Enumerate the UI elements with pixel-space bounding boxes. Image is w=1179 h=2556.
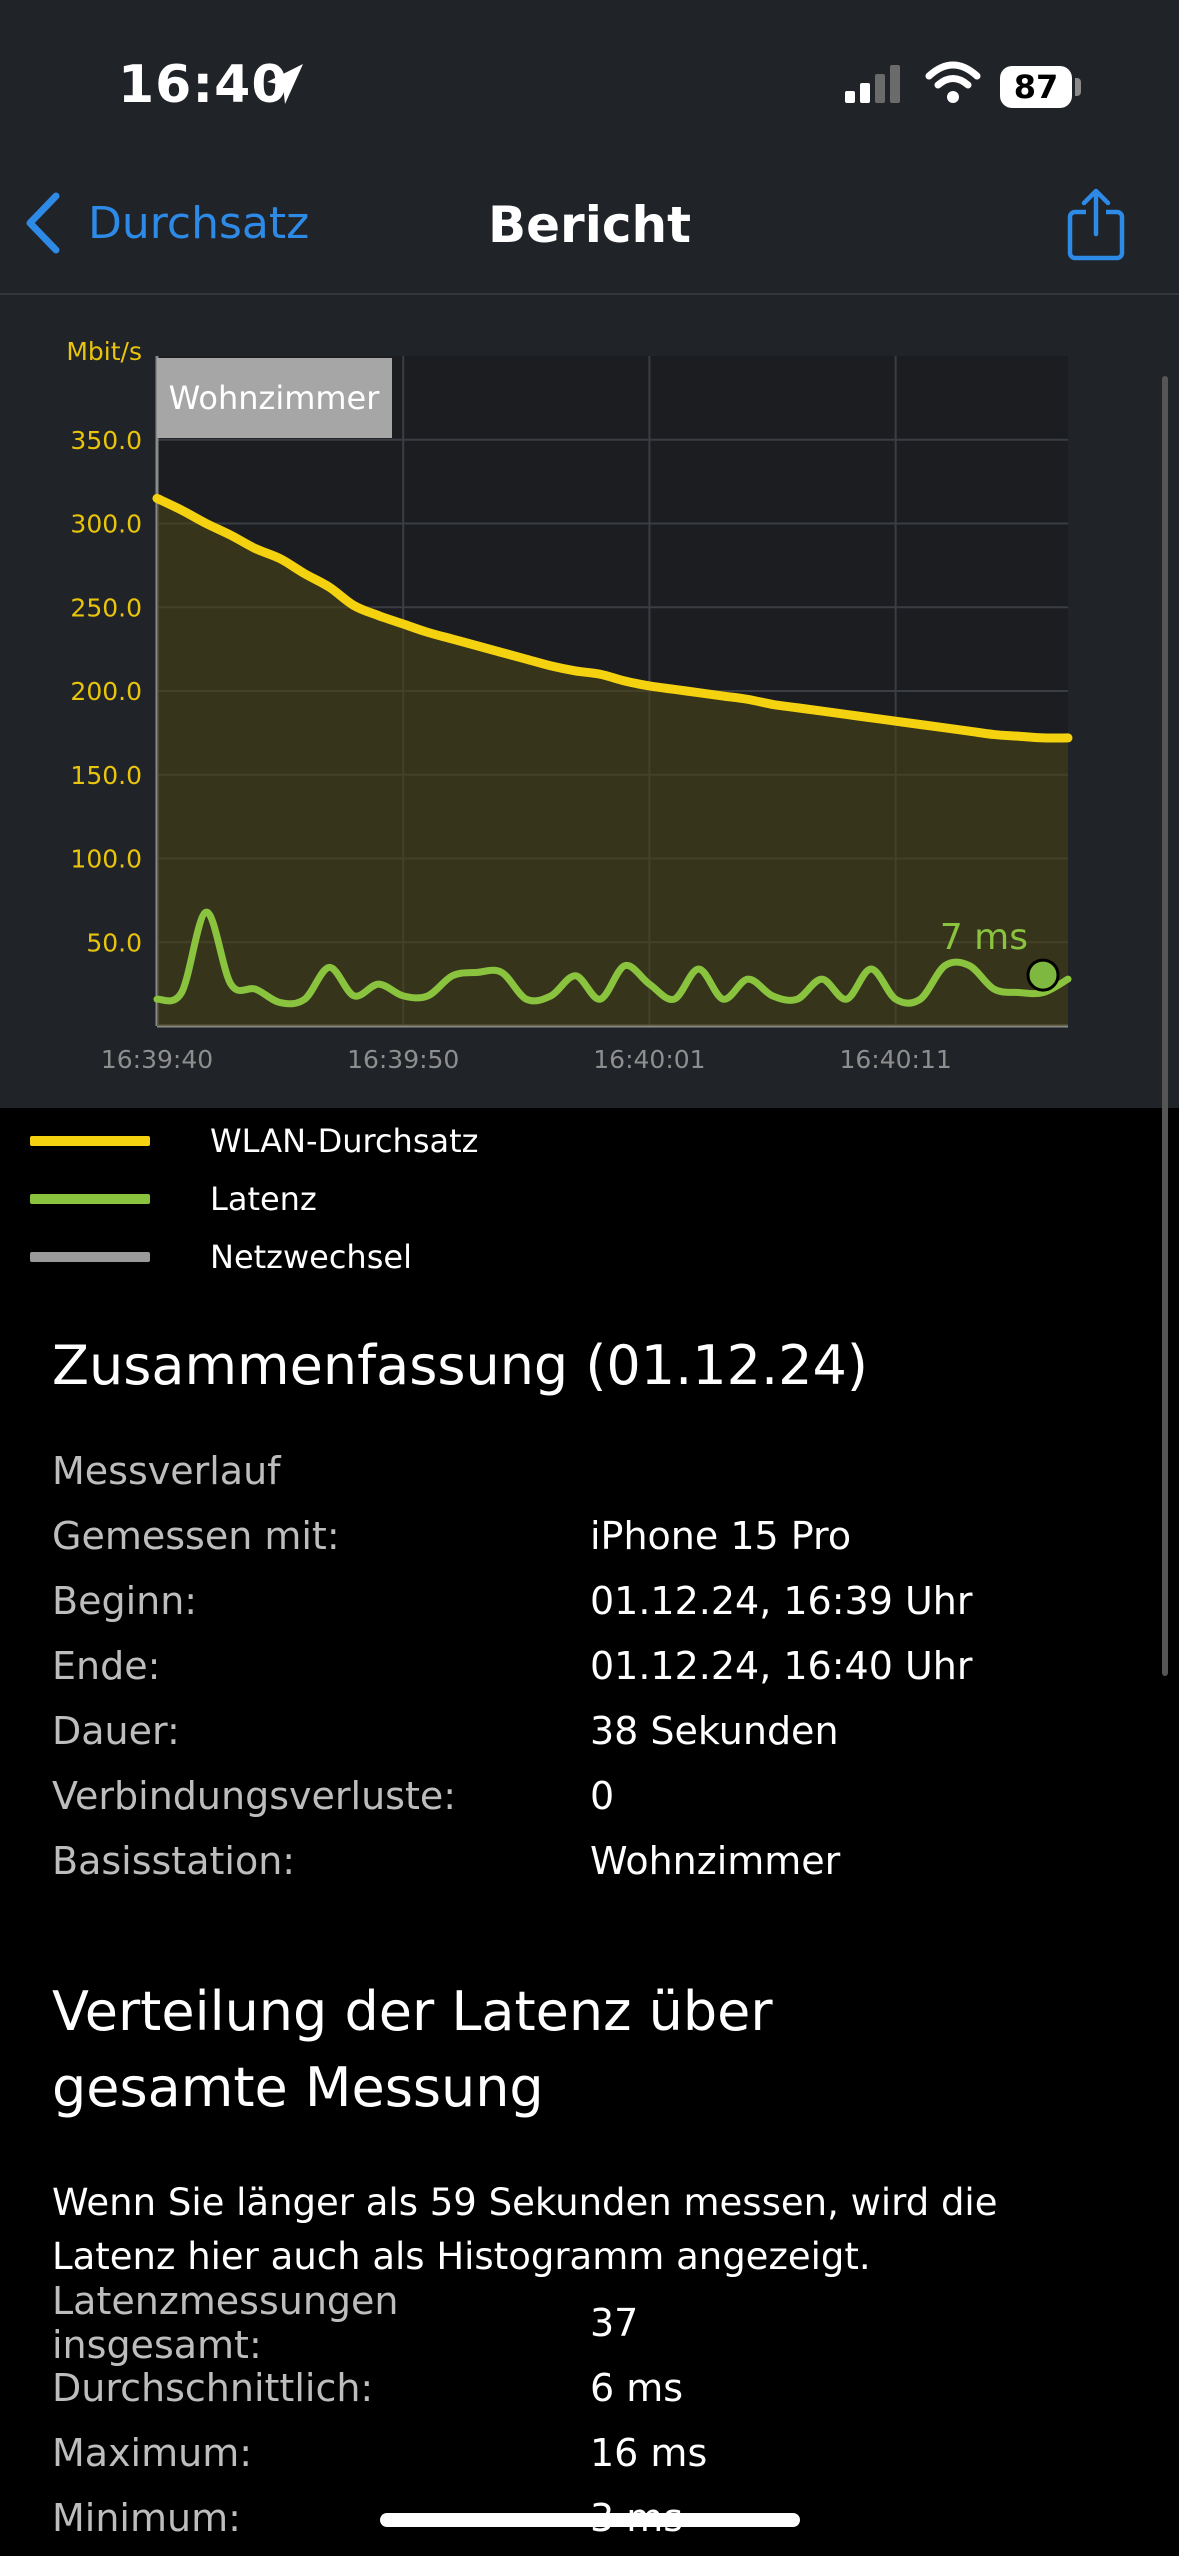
home-indicator[interactable]	[380, 2513, 800, 2527]
row-key: Latenzmessungen insgesamt:	[52, 2278, 399, 2367]
table-row: Verbindungsverluste: 0	[52, 1763, 973, 1828]
row-value: 16 ms	[590, 2430, 708, 2475]
row-key: Durchschnittlich:	[52, 2365, 374, 2410]
y-tick-label: 150.0	[70, 761, 142, 790]
table-row: Latenzmessungen insgesamt: 37	[52, 2279, 707, 2367]
legend-label-throughput: WLAN-Durchsatz	[210, 1122, 479, 1160]
wifi-icon	[925, 61, 981, 103]
throughput-chart: 7 ms 350.0300.0250.0200.0150.0100.050.0 …	[66, 337, 1073, 1074]
row-key: Gemessen mit:	[52, 1513, 340, 1558]
table-row: Ende: 01.12.24, 16:40 Uhr	[52, 1633, 973, 1698]
share-icon[interactable]	[1066, 188, 1126, 262]
table-row: Maximum: 16 ms	[52, 2420, 707, 2485]
row-key: Verbindungsverluste:	[52, 1773, 457, 1818]
table-row: Durchschnittlich: 6 ms	[52, 2355, 707, 2420]
summary-title: Zusammenfassung (01.12.24)	[52, 1334, 868, 1397]
row-key: Beginn:	[52, 1578, 198, 1623]
row-key: Minimum:	[52, 2495, 241, 2540]
distribution-title-line-2: gesamte Messung	[52, 2056, 544, 2119]
row-value: 0	[590, 1773, 615, 1818]
legend-label-network-switch: Netzwechsel	[210, 1238, 412, 1276]
table-row: Gemessen mit: iPhone 15 Pro	[52, 1503, 973, 1568]
battery-cap	[1075, 78, 1081, 96]
y-unit-label: Mbit/s	[66, 337, 142, 366]
distribution-title: Verteilung der Latenz über gesamte Messu…	[52, 1974, 952, 2126]
summary-subheading: Messverlauf	[52, 1448, 281, 1493]
x-tick-label: 16:40:11	[840, 1045, 952, 1074]
y-tick-label: 50.0	[86, 928, 142, 957]
chevron-left-icon	[26, 192, 60, 254]
y-tick-label: 100.0	[70, 845, 142, 874]
table-row: Dauer: 38 Sekunden	[52, 1698, 973, 1763]
y-tick-label: 300.0	[70, 510, 142, 539]
latency-line	[153, 908, 1072, 1008]
location-arrow-icon	[267, 64, 303, 104]
legend-label-latency: Latenz	[210, 1180, 317, 1218]
latency-table: Latenzmessungen insgesamt: 37 Durchschnit…	[52, 2279, 707, 2550]
throughput-area	[157, 498, 1068, 1026]
y-tick-label: 200.0	[70, 677, 142, 706]
row-key: Maximum:	[52, 2430, 253, 2475]
distribution-title-line-1: Verteilung der Latenz über	[52, 1980, 773, 2043]
back-button[interactable]: Durchsatz	[24, 192, 309, 254]
legend-swatch-throughput	[30, 1136, 150, 1146]
back-button-label: Durchsatz	[88, 197, 310, 249]
legend-swatch-network-switch	[30, 1252, 150, 1262]
row-value: 6 ms	[590, 2365, 684, 2410]
row-value: 01.12.24, 16:39 Uhr	[590, 1578, 973, 1623]
row-key: Basisstation:	[52, 1838, 296, 1883]
row-value: 37	[590, 2300, 639, 2345]
x-tick-label: 16:40:01	[593, 1045, 705, 1074]
page-title: Bericht	[488, 196, 691, 254]
cellular-signal-icon	[845, 65, 900, 103]
x-tick-label: 16:39:40	[101, 1045, 213, 1074]
row-key: Ende:	[52, 1643, 161, 1688]
latency-current-marker	[1026, 958, 1060, 992]
summary-table: Messverlauf Gemessen mit: iPhone 15 Pro B…	[52, 1438, 973, 1893]
latency-value-label: 7 ms	[940, 917, 1028, 958]
row-value: Wohnzimmer	[590, 1838, 841, 1883]
battery-indicator: 87	[1000, 66, 1072, 108]
legend-item-network-switch: Netzwechsel	[30, 1228, 478, 1286]
legend-item-latency: Latenz	[30, 1170, 478, 1228]
legend-item-throughput: WLAN-Durchsatz	[30, 1112, 478, 1170]
row-value: 38 Sekunden	[590, 1708, 839, 1753]
throughput-line	[152, 493, 1073, 743]
nav-divider	[0, 293, 1179, 295]
y-tick-label: 250.0	[70, 593, 142, 622]
x-tick-label: 16:39:50	[347, 1045, 459, 1074]
scrollbar[interactable]	[1162, 376, 1168, 1676]
chart-legend: WLAN-Durchsatz Latenz Netzwechsel	[30, 1112, 478, 1286]
legend-swatch-latency	[30, 1194, 150, 1204]
histogram-note: Wenn Sie länger als 59 Sekunden messen, …	[52, 2181, 998, 2278]
network-switch-box	[157, 358, 392, 438]
network-switch-label: Wohnzimmer	[169, 379, 381, 417]
row-value: iPhone 15 Pro	[590, 1513, 852, 1558]
status-time: 16:40	[118, 55, 289, 115]
y-tick-label: 350.0	[70, 426, 142, 455]
row-value: 01.12.24, 16:40 Uhr	[590, 1643, 973, 1688]
table-row: Basisstation: Wohnzimmer	[52, 1828, 973, 1893]
row-key: Dauer:	[52, 1708, 180, 1753]
table-row: Beginn: 01.12.24, 16:39 Uhr	[52, 1568, 973, 1633]
